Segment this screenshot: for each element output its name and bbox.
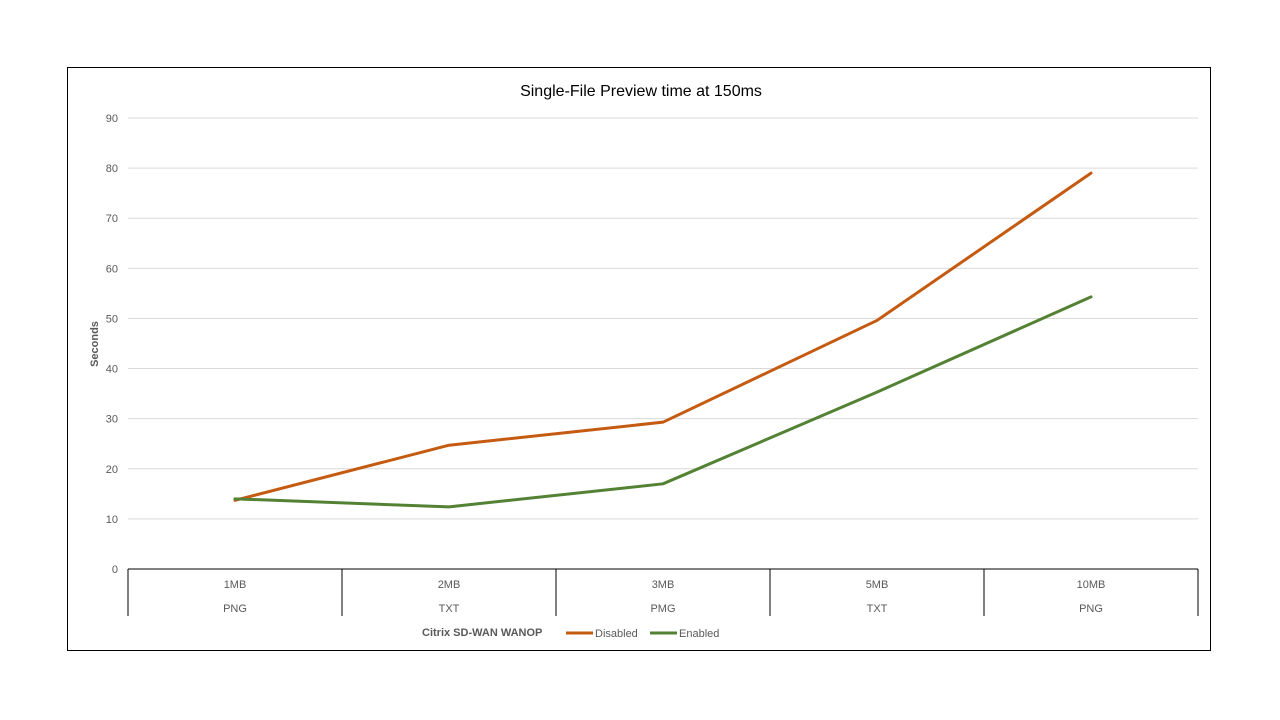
- y-tick-label: 20: [106, 464, 118, 476]
- x-tick-label-type: TXT: [439, 603, 460, 615]
- y-tick-label: 70: [106, 213, 118, 225]
- x-tick-label-type: PNG: [1079, 603, 1103, 615]
- y-tick-label: 50: [106, 313, 118, 325]
- line-chart: Single-File Preview time at 150ms 0 10 20 3…: [89, 83, 1199, 640]
- x-tick-label-size: 2MB: [438, 579, 461, 591]
- y-tick-label: 40: [106, 364, 118, 376]
- legend-label-enabled: Enabled: [679, 628, 719, 640]
- y-tick-label: 10: [106, 514, 118, 526]
- x-tick-label-size: 5MB: [866, 579, 889, 591]
- y-tick-label: 60: [106, 263, 118, 275]
- x-tick-label-type: PNG: [223, 603, 247, 615]
- legend: Citrix SD-WAN WANOP Disabled Enabled: [422, 627, 719, 640]
- series-lines: [233, 171, 1093, 509]
- x-tick-label-size: 10MB: [1077, 579, 1106, 591]
- x-tick-label-type: TXT: [867, 603, 888, 615]
- series-line-disabled: [233, 171, 1093, 502]
- legend-label-disabled: Disabled: [595, 628, 638, 640]
- y-tick-label: 80: [106, 163, 118, 175]
- y-tick-label: 30: [106, 414, 118, 426]
- x-tick-label-size: 3MB: [652, 579, 675, 591]
- y-tick-label: 90: [106, 113, 118, 125]
- gridlines: [128, 117, 1198, 520]
- legend-title: Citrix SD-WAN WANOP: [422, 627, 542, 639]
- series-line-enabled: [233, 295, 1093, 509]
- x-axis: 1MB PNG 2MB TXT 3MB PMG 5MB TXT 10MB PNG: [127, 568, 1199, 616]
- x-tick-label-type: PMG: [650, 603, 675, 615]
- y-axis-ticks: 0 10 20 30 40 50 60 70 80 90: [106, 113, 118, 576]
- chart-frame: Single-File Preview time at 150ms 0 10 20 3…: [67, 67, 1211, 651]
- y-axis-title: Seconds: [89, 321, 101, 367]
- x-tick-label-size: 1MB: [224, 579, 247, 591]
- chart-title: Single-File Preview time at 150ms: [520, 83, 762, 100]
- y-tick-label: 0: [112, 564, 118, 576]
